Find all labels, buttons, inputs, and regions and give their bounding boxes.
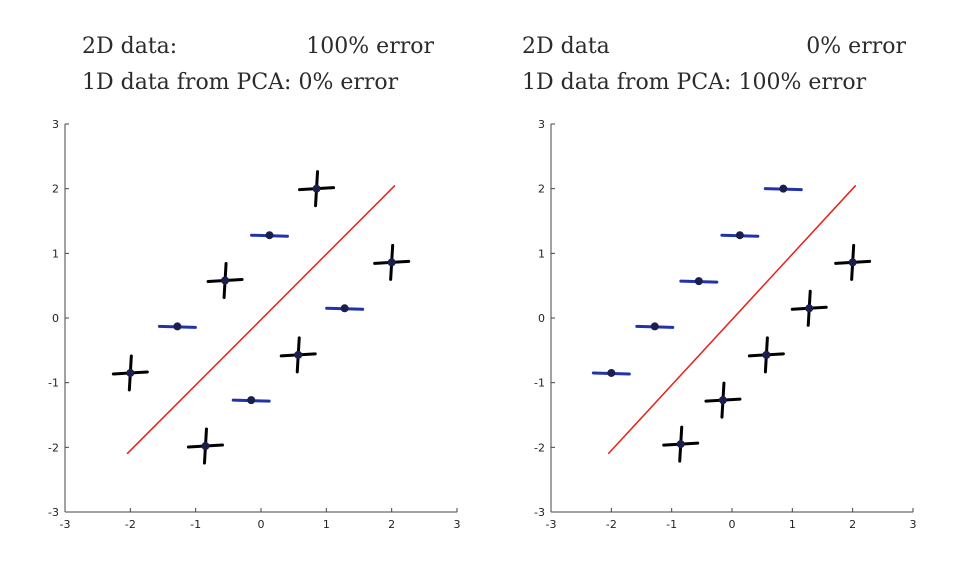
x-tick-label: 0: [258, 518, 265, 531]
chart-title-line-1-value: 100% error: [306, 34, 434, 59]
plus-point-dot: [762, 350, 771, 359]
plus-point: [747, 336, 785, 374]
y-tick-label: 2: [52, 183, 59, 196]
plus-point-dot: [312, 184, 321, 193]
x-tick-label: 3: [454, 518, 461, 531]
y-tick-label: 0: [538, 312, 545, 325]
y-tick-label: 1: [538, 247, 545, 260]
plus-point-dot: [676, 440, 685, 449]
plus-point: [790, 289, 828, 327]
plus-point-dot: [805, 304, 814, 313]
x-tick-label: -1: [666, 518, 677, 531]
chart-title-line-1-value-text: 0% error: [806, 34, 906, 59]
dash-point: [325, 304, 365, 313]
dash-point-dot: [650, 322, 659, 331]
dash-point-dot: [340, 304, 349, 313]
plus-point: [298, 170, 336, 208]
dash-point-dot: [265, 231, 274, 240]
x-tick-label: 1: [789, 518, 796, 531]
y-tick-label: 1: [52, 247, 59, 260]
y-tick-label: 2: [538, 183, 545, 196]
plus-point-dot: [201, 442, 210, 451]
dash-point: [720, 231, 760, 240]
plus-point: [186, 427, 224, 465]
dash-point-dot: [779, 184, 788, 193]
y-tick-label: -3: [48, 506, 59, 519]
chart-panel-left: 2D data: 100% error 1D data from PCA: 0%…: [48, 34, 461, 531]
x-tick-label: -3: [60, 518, 71, 531]
y-tick-label: -1: [534, 377, 545, 390]
plus-point-dot: [126, 368, 135, 377]
plus-point: [206, 261, 244, 299]
x-tick-label: -2: [606, 518, 617, 531]
dash-point: [679, 277, 719, 286]
y-tick-label: 0: [52, 312, 59, 325]
dash-point-dot: [173, 322, 182, 331]
dash-point-dot: [247, 396, 256, 405]
y-tick-label: -2: [48, 441, 59, 454]
dash-point: [231, 396, 271, 405]
plus-point-dot: [221, 276, 230, 285]
x-tick-label: 1: [323, 518, 330, 531]
plus-point: [704, 381, 742, 419]
x-tick-label: -3: [546, 518, 557, 531]
dash-point: [763, 184, 803, 193]
chart-title-line-1-label: 2D data:: [82, 34, 178, 59]
plus-point: [373, 243, 411, 281]
x-tick-label: -2: [125, 518, 136, 531]
decision-boundary-line: [126, 184, 396, 455]
plus-point-dot: [848, 258, 857, 267]
dash-point: [157, 322, 197, 331]
x-tick-label: -1: [190, 518, 201, 531]
scatter-plot-left: -3 -2 -1 0 1 2 3 -3 -2 -1 0 1 2 3: [48, 118, 461, 531]
plus-point: [279, 336, 317, 374]
decision-boundary-line: [607, 184, 857, 455]
y-tick-label: 3: [538, 118, 545, 131]
dash-point-dot: [607, 368, 616, 377]
chart-title-line-2-label: 1D data from PCA: 100% error: [522, 70, 867, 95]
x-tick-label: 0: [729, 518, 736, 531]
chart-title-line-1-value: 0% error: [806, 34, 906, 59]
dash-point: [635, 322, 675, 331]
chart-title-line-2-label: 1D data from PCA: 0% error: [82, 70, 399, 95]
plus-point: [111, 354, 149, 392]
chart-title-line-2: 1D data from PCA: 0% error: [82, 70, 398, 95]
dash-point-dot: [735, 231, 744, 240]
x-tick-label: 2: [849, 518, 856, 531]
chart-title-line-2: 1D data from PCA: 100% error: [522, 70, 866, 95]
x-tick-label: 3: [910, 518, 917, 531]
plus-point-dot: [387, 258, 396, 267]
dash-point: [591, 368, 631, 377]
dash-point: [249, 231, 289, 240]
chart-title-line-1-label: 2D data: [522, 34, 610, 59]
plus-point: [662, 425, 700, 463]
y-tick-label: -2: [534, 441, 545, 454]
scatter-plot-right: -3 -2 -1 0 1 2 3 -3 -2 -1 0 1 2 3: [534, 118, 917, 531]
plus-point-dot: [718, 396, 727, 405]
chart-title-line-1: 2D data:: [82, 34, 177, 59]
dash-point-dot: [694, 277, 703, 286]
plus-point-dot: [294, 350, 303, 359]
chart-panel-right: 2D data 0% error 1D data from PCA: 100% …: [486, 0, 972, 583]
y-tick-label: -1: [48, 377, 59, 390]
plus-point: [834, 243, 872, 281]
chart-title-line-1-value-text: 100% error: [306, 34, 434, 59]
x-tick-label: 2: [388, 518, 395, 531]
y-tick-label: -3: [534, 506, 545, 519]
y-tick-label: 3: [52, 118, 59, 131]
chart-title-line-1: 2D data: [522, 34, 610, 59]
